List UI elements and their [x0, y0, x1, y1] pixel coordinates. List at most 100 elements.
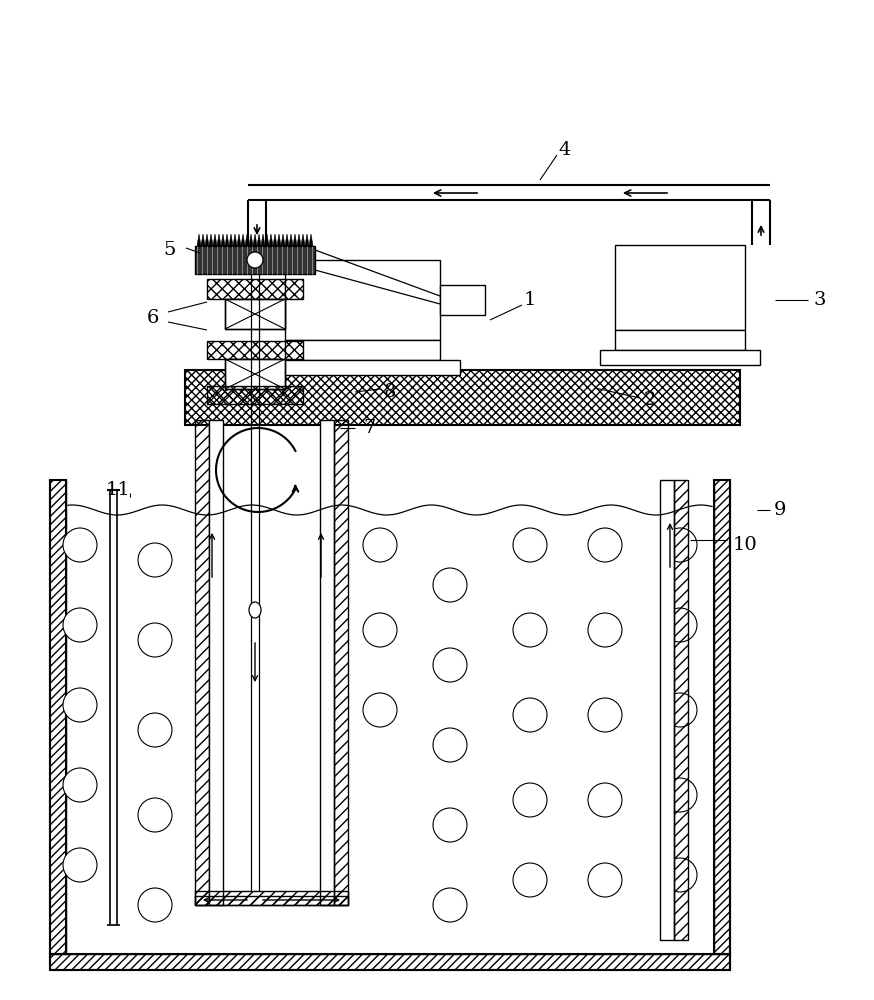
- Circle shape: [588, 863, 622, 897]
- Circle shape: [138, 543, 172, 577]
- Circle shape: [513, 613, 547, 647]
- Circle shape: [513, 863, 547, 897]
- Circle shape: [433, 808, 467, 842]
- Text: 10: 10: [732, 536, 758, 554]
- Circle shape: [363, 693, 397, 727]
- Text: 4: 4: [558, 141, 572, 159]
- Circle shape: [513, 528, 547, 562]
- Ellipse shape: [249, 602, 261, 618]
- Circle shape: [513, 698, 547, 732]
- Bar: [285, 340, 440, 360]
- Polygon shape: [225, 234, 229, 246]
- Circle shape: [588, 613, 622, 647]
- Text: 11: 11: [106, 481, 130, 499]
- Bar: [714, 480, 730, 954]
- Bar: [285, 260, 440, 340]
- Bar: [185, 370, 740, 425]
- Bar: [600, 350, 760, 365]
- Polygon shape: [209, 234, 213, 246]
- Polygon shape: [253, 234, 257, 246]
- Circle shape: [588, 783, 622, 817]
- Circle shape: [363, 528, 397, 562]
- Text: 9: 9: [773, 501, 787, 519]
- Circle shape: [138, 798, 172, 832]
- Bar: [615, 330, 745, 350]
- Circle shape: [63, 528, 97, 562]
- Polygon shape: [213, 234, 217, 246]
- Text: 7: 7: [364, 419, 376, 437]
- Polygon shape: [289, 234, 293, 246]
- Polygon shape: [237, 234, 241, 246]
- Bar: [660, 480, 674, 940]
- Polygon shape: [309, 234, 313, 246]
- Polygon shape: [249, 234, 253, 246]
- Polygon shape: [257, 234, 261, 246]
- Polygon shape: [201, 234, 205, 246]
- Text: 2: 2: [644, 391, 656, 409]
- Polygon shape: [205, 234, 209, 246]
- Polygon shape: [301, 234, 305, 246]
- Polygon shape: [229, 234, 233, 246]
- Polygon shape: [281, 234, 285, 246]
- Polygon shape: [269, 234, 273, 246]
- Bar: [265, 360, 460, 375]
- Polygon shape: [241, 234, 245, 246]
- Bar: [615, 245, 745, 330]
- Circle shape: [138, 713, 172, 747]
- Bar: [225, 299, 285, 329]
- Bar: [320, 420, 334, 905]
- Circle shape: [663, 528, 697, 562]
- Polygon shape: [277, 234, 281, 246]
- Polygon shape: [245, 234, 249, 246]
- Polygon shape: [297, 234, 301, 246]
- Text: 3: 3: [814, 291, 826, 309]
- Text: 1: 1: [524, 291, 536, 309]
- Circle shape: [433, 728, 467, 762]
- Bar: [225, 359, 285, 389]
- Circle shape: [513, 783, 547, 817]
- Text: 5: 5: [163, 241, 177, 259]
- Polygon shape: [273, 234, 277, 246]
- Circle shape: [63, 848, 97, 882]
- Bar: [225, 359, 285, 389]
- Circle shape: [363, 613, 397, 647]
- Polygon shape: [293, 234, 297, 246]
- Circle shape: [663, 608, 697, 642]
- Circle shape: [138, 888, 172, 922]
- Bar: [440, 285, 485, 315]
- Bar: [334, 420, 348, 905]
- Circle shape: [138, 623, 172, 657]
- Circle shape: [663, 778, 697, 812]
- Bar: [195, 420, 209, 905]
- Circle shape: [588, 698, 622, 732]
- Circle shape: [588, 528, 622, 562]
- Bar: [207, 341, 303, 359]
- Polygon shape: [233, 234, 237, 246]
- Bar: [66, 480, 714, 954]
- Bar: [195, 246, 315, 274]
- Bar: [195, 891, 348, 905]
- Circle shape: [63, 688, 97, 722]
- Polygon shape: [261, 234, 265, 246]
- Polygon shape: [217, 234, 221, 246]
- Circle shape: [663, 693, 697, 727]
- Circle shape: [433, 888, 467, 922]
- Bar: [195, 896, 348, 905]
- Polygon shape: [285, 234, 289, 246]
- Polygon shape: [265, 234, 269, 246]
- Bar: [50, 480, 66, 954]
- Bar: [674, 480, 688, 940]
- Bar: [207, 279, 303, 299]
- Circle shape: [433, 568, 467, 602]
- Circle shape: [63, 768, 97, 802]
- Bar: [207, 386, 303, 404]
- Bar: [209, 420, 223, 905]
- Polygon shape: [221, 234, 225, 246]
- Polygon shape: [197, 234, 201, 246]
- Polygon shape: [305, 234, 309, 246]
- Bar: [225, 299, 285, 329]
- Text: 6: 6: [147, 309, 159, 327]
- Text: 8: 8: [384, 383, 396, 401]
- Circle shape: [63, 608, 97, 642]
- Bar: [50, 954, 730, 970]
